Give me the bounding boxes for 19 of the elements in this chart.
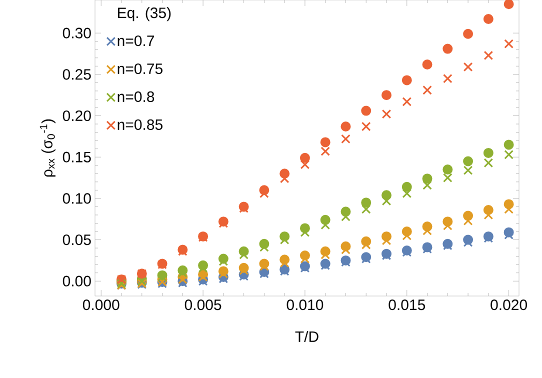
legend-label: n=0.85 [118,119,162,130]
x-tick-label: 0.010 [286,300,324,310]
y-tick-label: 0.30 [62,28,91,38]
y-tick-label: 0.10 [62,193,91,204]
x-tick-label: 0.000 [82,300,120,310]
x-tick-label: 0.015 [388,300,426,310]
y-tick-label: 0.25 [62,69,91,80]
legend-label: n=0.75 [118,63,162,74]
legend-title: Eq. (35) [118,7,171,22]
x-axis-title: T/D [295,330,318,342]
x-tick-label: 0.005 [184,300,222,310]
legend-label: n=0.7 [118,35,154,46]
legend-label: n=0.8 [118,91,154,102]
y-tick-label: 0.15 [62,152,91,162]
y-tick-label: 0.00 [62,276,91,286]
y-tick-label: 0.05 [62,234,91,246]
y-tick-label: 0.20 [62,110,91,122]
x-tick-label: 0.020 [490,300,527,310]
y-axis-title: ρ$_{xx}$ (σ$_{0}$$^{-1}$) [40,119,56,177]
